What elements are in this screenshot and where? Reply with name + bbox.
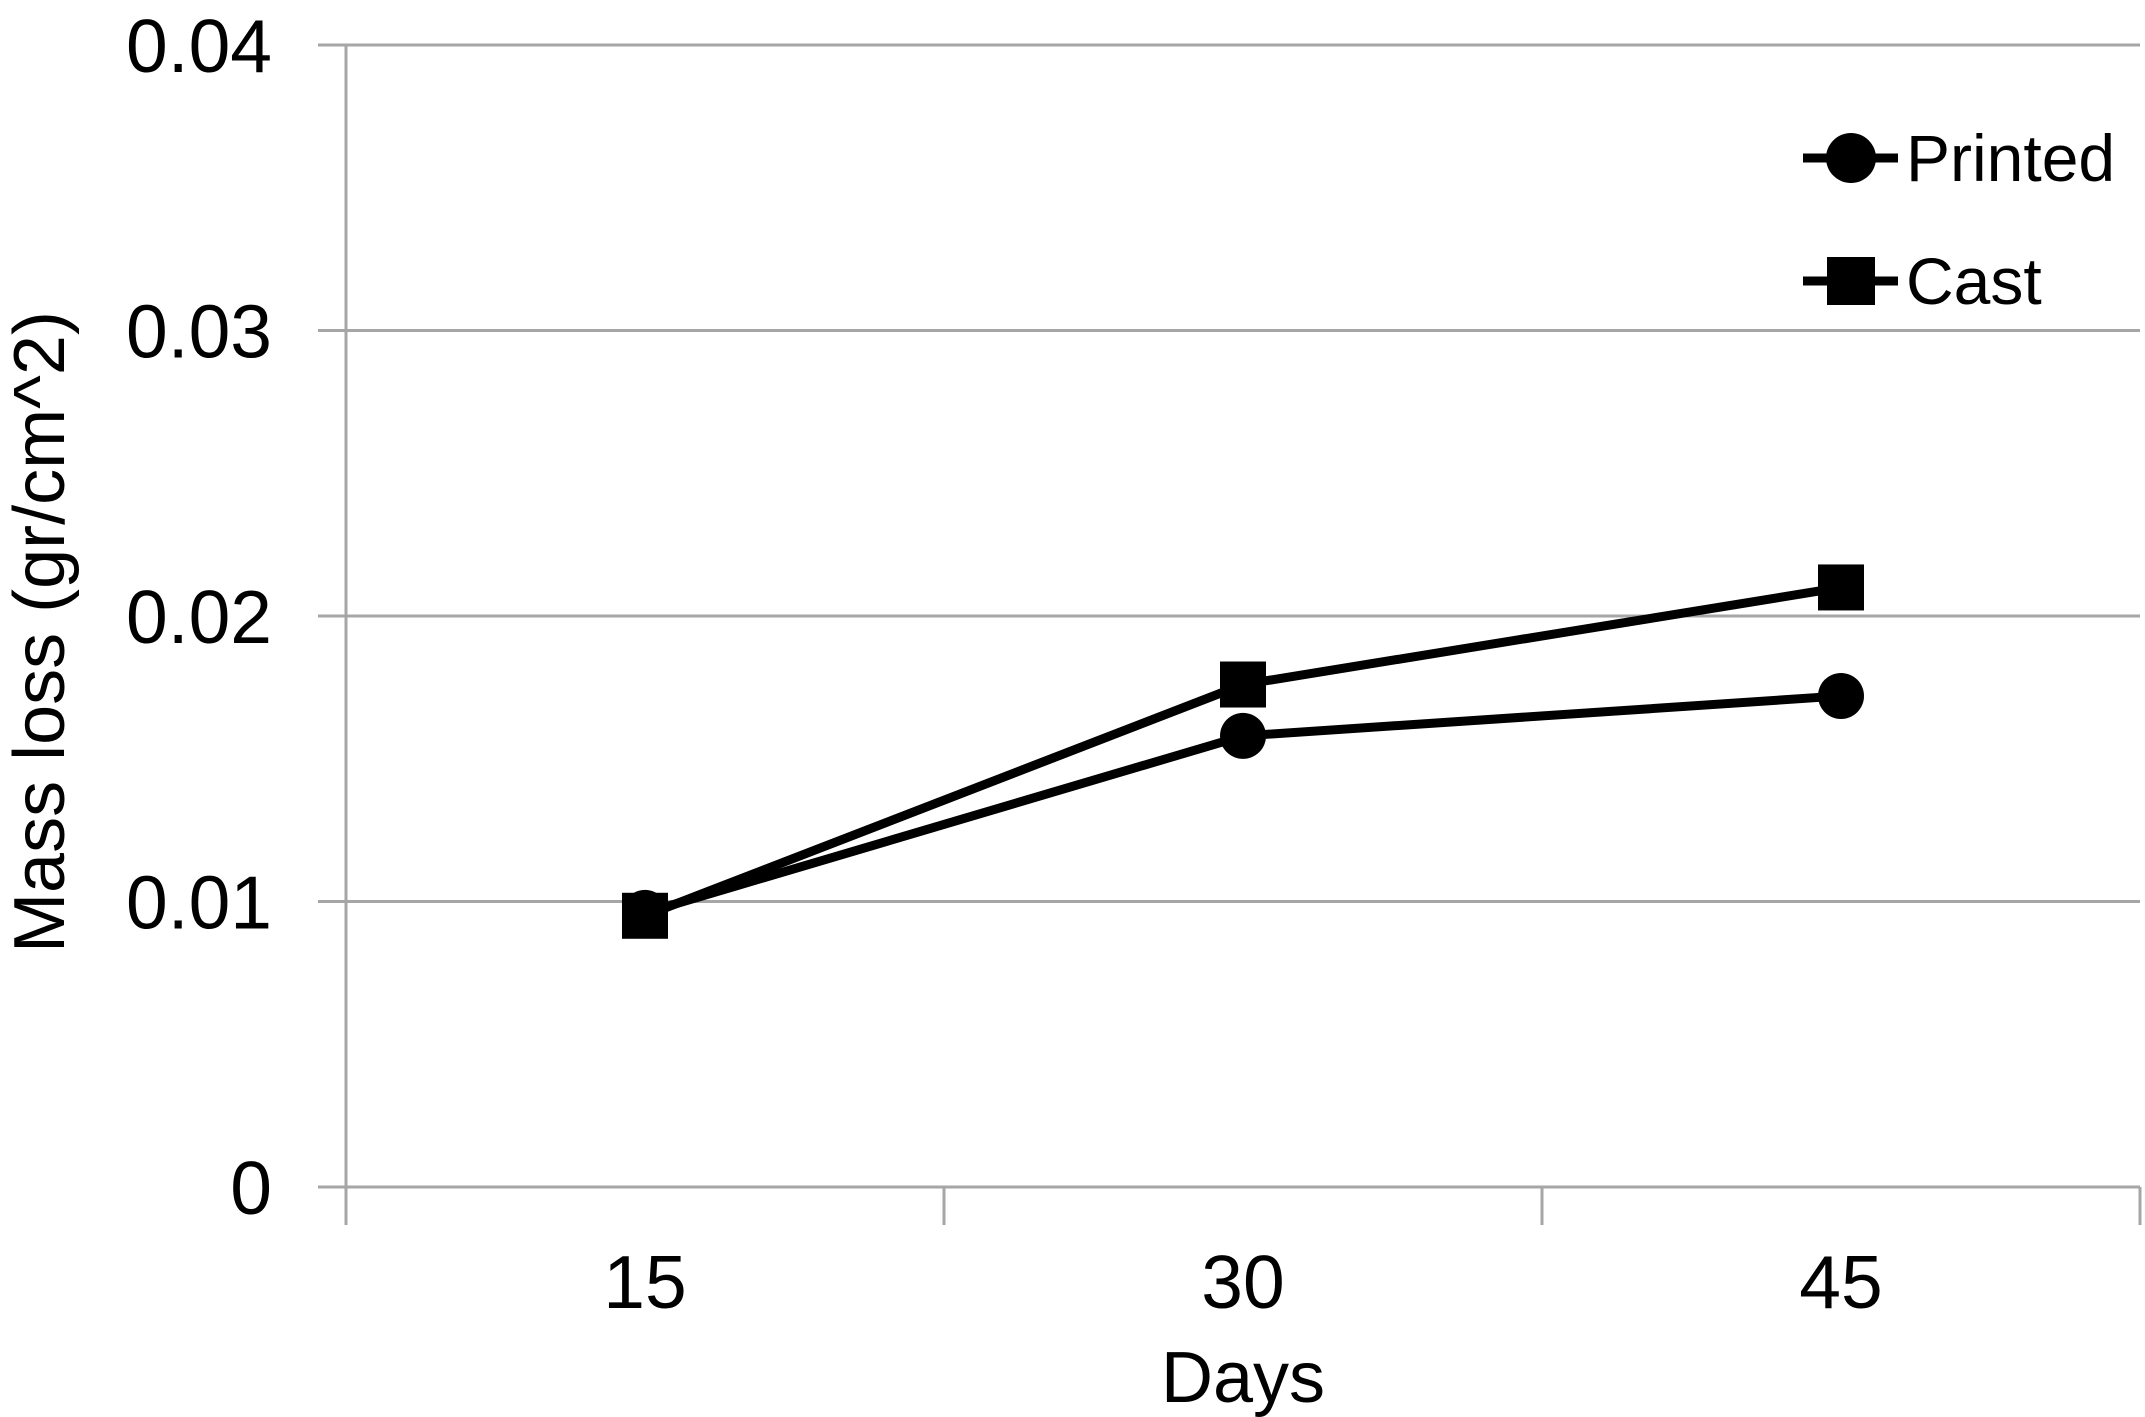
data-series bbox=[622, 564, 1864, 939]
gridlines bbox=[318, 43, 2140, 1189]
data-point-cast bbox=[1818, 564, 1864, 611]
x-tick-label: 45 bbox=[1799, 1240, 1882, 1324]
x-tick-label: 30 bbox=[1201, 1240, 1284, 1324]
y-tick-label: 0.02 bbox=[126, 575, 272, 659]
data-point-printed bbox=[1818, 672, 1864, 719]
y-tick-label: 0 bbox=[230, 1146, 272, 1230]
x-axis-title: Days bbox=[1161, 1338, 1325, 1417]
legend: Printed Cast bbox=[1803, 121, 2115, 318]
y-tick-label: 0.04 bbox=[126, 4, 272, 88]
legend-marker-circle bbox=[1826, 133, 1876, 183]
legend-label-printed: Printed bbox=[1906, 121, 2115, 195]
y-tick-label: 0.01 bbox=[126, 861, 272, 945]
data-point-printed bbox=[1220, 712, 1266, 759]
axes: 0 0.01 0.02 0.03 0.04 15 30 45 bbox=[126, 4, 2142, 1324]
data-point-cast bbox=[622, 892, 668, 939]
data-point-cast bbox=[1220, 661, 1266, 708]
legend-marker-square bbox=[1827, 257, 1875, 305]
legend-label-cast: Cast bbox=[1906, 244, 2042, 318]
y-tick-label: 0.03 bbox=[126, 290, 272, 374]
y-axis-title: Mass loss (gr/cm^2) bbox=[0, 311, 80, 953]
x-tick-label: 15 bbox=[603, 1240, 686, 1324]
